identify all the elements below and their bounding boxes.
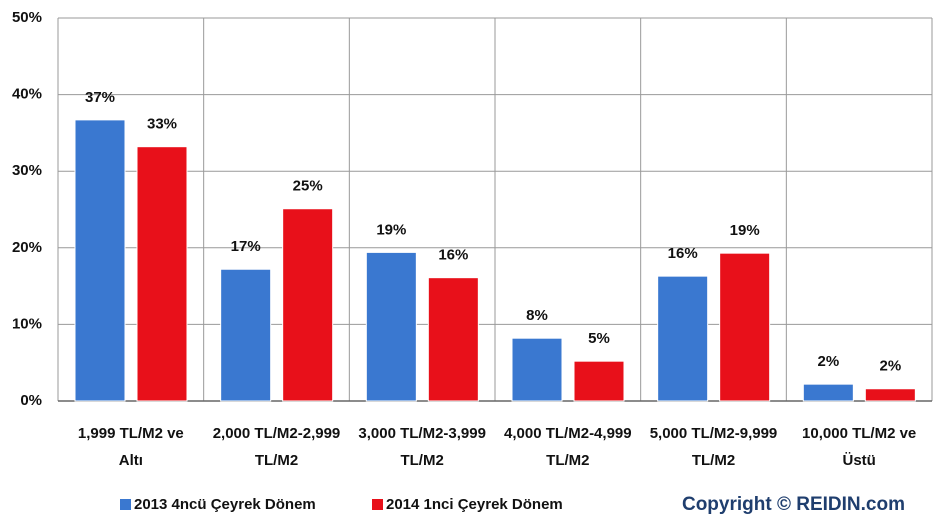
legend-swatch: [372, 499, 383, 510]
bar: [573, 360, 625, 402]
x-tick-label: 1,999 TL/M2 ve Altı: [78, 425, 184, 469]
bar: [282, 208, 334, 402]
bar: [511, 337, 563, 402]
x-tick-label: 2,000 TL/M2-2,999 TL/M2: [213, 425, 341, 469]
x-tick-label: 5,000 TL/M2-9,999 TL/M2: [650, 425, 778, 469]
y-tick-label: 50%: [12, 9, 42, 26]
y-tick-label: 20%: [12, 239, 42, 256]
data-label: 8%: [526, 307, 548, 324]
data-label: 19%: [376, 221, 406, 238]
bar: [136, 146, 188, 402]
y-tick-label: 30%: [12, 162, 42, 179]
x-tick-label: 3,000 TL/M2-3,999 TL/M2: [358, 425, 486, 469]
data-label: 5%: [588, 330, 610, 347]
bar: [365, 251, 417, 402]
y-tick-label: 0%: [20, 392, 42, 409]
data-label: 37%: [85, 89, 115, 106]
legend-label: 2014 1nci Çeyrek Dönem: [386, 496, 563, 513]
bar: [427, 277, 479, 402]
bar: [220, 268, 272, 402]
bar: [719, 252, 771, 402]
data-label: 2%: [879, 358, 901, 375]
bar: [864, 388, 916, 402]
x-tick-label: 4,000 TL/M2-4,999 TL/M2: [504, 425, 632, 469]
y-tick-label: 40%: [12, 86, 42, 103]
y-tick-label: 10%: [12, 315, 42, 332]
x-tick-label: 10,000 TL/M2 ve Üstü: [802, 425, 916, 469]
data-label: 2%: [817, 353, 839, 370]
bar: [74, 119, 126, 402]
data-label: 25%: [293, 178, 323, 195]
data-label: 17%: [231, 238, 261, 255]
legend-label: 2013 4ncü Çeyrek Dönem: [134, 496, 316, 513]
bar: [657, 275, 709, 402]
data-label: 16%: [438, 247, 468, 264]
legend-swatch: [120, 499, 131, 510]
data-label: 33%: [147, 116, 177, 133]
bar: [802, 383, 854, 402]
copyright: Copyright © REIDIN.com: [682, 494, 905, 515]
data-label: 16%: [668, 245, 698, 262]
data-label: 19%: [730, 222, 760, 239]
